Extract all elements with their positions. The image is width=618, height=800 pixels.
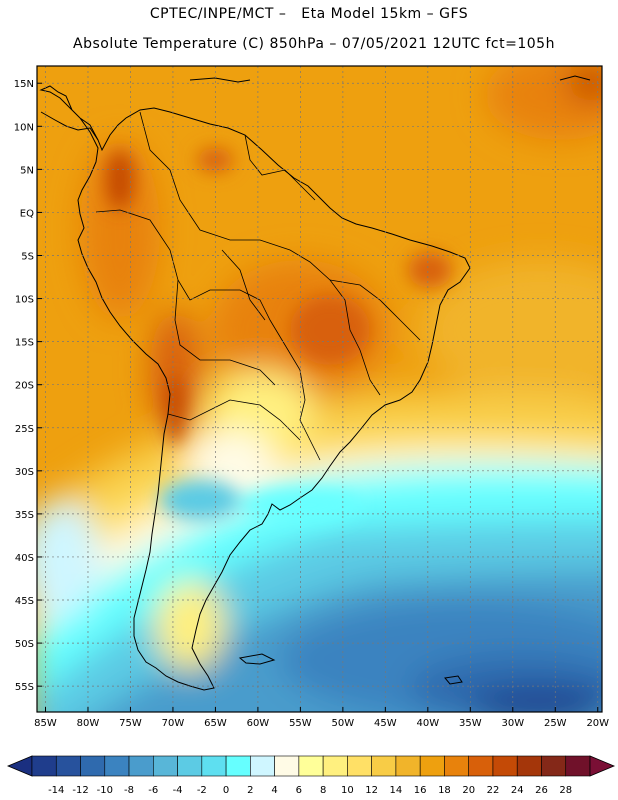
colorbar-swatch <box>444 755 469 777</box>
lon-tick-label: 60W <box>247 718 270 729</box>
colorbar-label: -4 <box>173 785 183 796</box>
colorbar-swatch <box>298 755 324 777</box>
colorbar-swatch <box>541 755 567 777</box>
colorbar-label: 8 <box>320 785 326 796</box>
colorbar-swatch <box>565 755 591 777</box>
lon-tick-label: 25W <box>544 718 567 729</box>
lat-tick-label: 35S <box>15 510 34 521</box>
map-frame <box>36 65 603 713</box>
map-title-line2: Absolute Temperature (C) 850hPa – 07/05/… <box>73 36 555 52</box>
lat-tick-label: 10S <box>15 295 34 306</box>
colorbar-swatch <box>492 755 518 777</box>
colorbar-label: 4 <box>271 785 277 796</box>
lon-tick-label: 75W <box>119 718 142 729</box>
colorbar-swatch <box>201 755 227 777</box>
lon-tick-label: 40W <box>417 718 440 729</box>
lat-tick-label: 40S <box>15 553 34 564</box>
lat-tick-label: 10N <box>14 122 34 133</box>
colorbar-swatch <box>177 755 203 777</box>
lon-tick-label: 35W <box>459 718 482 729</box>
colorbar-swatch <box>153 755 178 777</box>
colorbar-label: 14 <box>390 785 403 796</box>
colorbar-over-arrow <box>589 755 616 777</box>
colorbar-label: 28 <box>559 785 572 796</box>
lon-tick-label: 55W <box>289 718 312 729</box>
colorbar-swatch <box>250 755 275 777</box>
lat-tick-label: 15S <box>15 338 34 349</box>
colorbar-label: 18 <box>438 785 451 796</box>
map-title-line1: CPTEC/INPE/MCT – Eta Model 15km – GFS <box>149 6 469 22</box>
colorbar-swatch <box>225 755 251 777</box>
colorbar-swatch <box>468 755 494 777</box>
lat-tick-label: 45S <box>15 596 34 607</box>
colorbar-swatch <box>395 755 421 777</box>
colorbar-swatch <box>104 755 130 777</box>
colorbar: -14 -12 -10 -8 -6 -4 -2 0 2 4 6 8 10 12 14 16 18 20 22 24 26… <box>6 755 616 796</box>
colorbar-label: 0 <box>223 785 229 796</box>
lon-tick-label: 85W <box>34 718 57 729</box>
lat-tick-label: 25S <box>15 424 34 435</box>
colorbar-label: 10 <box>341 785 354 796</box>
colorbar-label: 16 <box>414 785 427 796</box>
colorbar-swatch <box>274 755 300 777</box>
longitude-labels: 85W 80W 75W 70W 65W 60W 55W 50W 45W 40W 35W 30W 25W 2… <box>34 707 609 729</box>
lat-tick-label: 30S <box>15 467 34 478</box>
lon-tick-label: 20W <box>586 718 609 729</box>
colorbar-label: 20 <box>462 785 475 796</box>
colorbar-label: -10 <box>97 785 113 796</box>
lat-tick-label: 15N <box>14 79 34 90</box>
colorbar-label: -14 <box>48 785 64 796</box>
colorbar-label: -12 <box>72 785 88 796</box>
colorbar-swatch <box>347 755 372 777</box>
colorbar-swatch <box>128 755 154 777</box>
coastline <box>39 75 591 691</box>
lon-tick-label: 65W <box>204 718 227 729</box>
colorbar-label: -8 <box>124 785 134 796</box>
latitude-labels: 15N 10N 5N EQ 5S 10S 15S 20S 25S 30S 35S 40S 45S 50S 5… <box>14 79 42 693</box>
lon-tick-label: 30W <box>501 718 524 729</box>
lat-lon-gridlines <box>37 66 602 712</box>
lat-tick-label: 5N <box>20 165 34 176</box>
temperature-field <box>37 66 602 712</box>
colorbar-swatch <box>516 755 542 777</box>
lon-tick-label: 80W <box>77 718 100 729</box>
lon-tick-label: 50W <box>332 718 355 729</box>
lon-tick-label: 70W <box>162 718 185 729</box>
colorbar-label: -6 <box>148 785 158 796</box>
lat-tick-label: 20S <box>15 381 34 392</box>
colorbar-swatch <box>371 755 397 777</box>
colorbar-label: -2 <box>197 785 207 796</box>
colorbar-label: 2 <box>247 785 253 796</box>
colorbar-swatch <box>419 755 445 777</box>
lat-tick-label: 50S <box>15 639 34 650</box>
colorbar-swatch <box>55 755 81 777</box>
colorbar-swatch <box>322 755 348 777</box>
colorbar-swatch <box>31 755 57 777</box>
lat-tick-label: 5S <box>21 251 34 262</box>
colorbar-label: 26 <box>535 785 548 796</box>
colorbar-under-arrow <box>6 755 33 777</box>
lat-tick-label: 55S <box>15 682 34 693</box>
colorbar-label: 24 <box>511 785 524 796</box>
lat-tick-label: EQ <box>20 208 34 219</box>
lon-tick-label: 45W <box>374 718 397 729</box>
colorbar-label: 12 <box>365 785 378 796</box>
colorbar-label: 6 <box>296 785 302 796</box>
colorbar-swatch <box>80 755 106 777</box>
colorbar-label: 22 <box>487 785 500 796</box>
